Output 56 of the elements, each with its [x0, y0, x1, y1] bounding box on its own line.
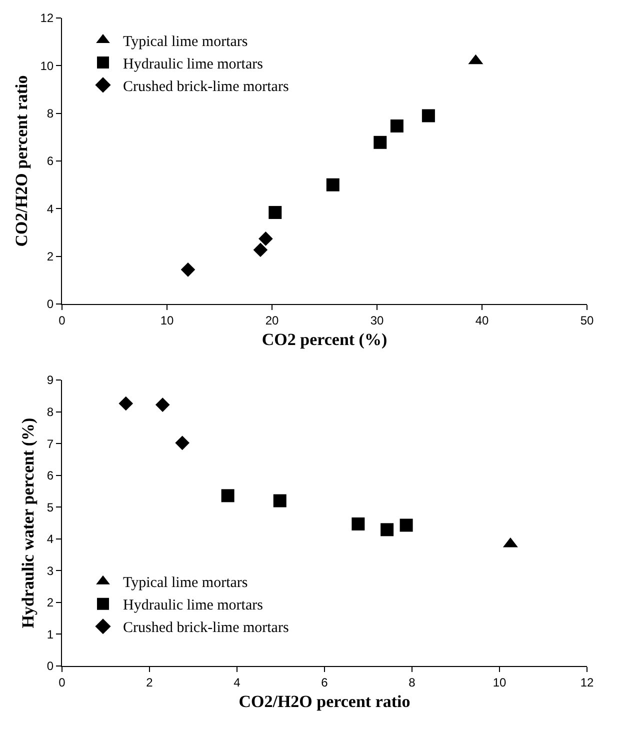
x-tick-label: 0: [58, 313, 66, 328]
y-tick-label: 4: [46, 532, 54, 546]
x-tick-label: 10: [492, 675, 506, 690]
x-tick-label: 50: [580, 313, 594, 328]
y-tick-label: 8: [46, 106, 54, 121]
x-tick-label: 2: [146, 675, 154, 690]
x-tick-label: 40: [475, 313, 489, 328]
y-tick-label: 9: [46, 373, 54, 388]
y-axis-title: Hydraulic water percent (%): [18, 418, 38, 628]
legend-label: Hydraulic lime mortars: [123, 56, 264, 72]
y-tick-label: 0: [46, 659, 54, 674]
y-tick-label: 12: [40, 11, 54, 26]
y-tick-label: 6: [46, 154, 54, 168]
legend-label: Typical lime mortars: [123, 575, 248, 592]
x-tick-label: 4: [234, 675, 241, 690]
y-tick-label: 6: [46, 468, 54, 483]
point: [352, 517, 365, 530]
point: [400, 518, 413, 532]
legend-label: Crushed brick-lime mortars: [123, 78, 289, 95]
x-tick-label: 12: [580, 675, 594, 690]
x-axis-title: CO2/H2O percent ratio: [238, 692, 410, 711]
legend-label: Typical lime mortars: [123, 34, 248, 50]
x-tick-label: 0: [58, 675, 66, 690]
y-tick-label: 5: [46, 500, 54, 514]
x-tick-label: 8: [408, 675, 416, 690]
x-axis-title: CO2 percent (%): [262, 330, 388, 349]
y-tick-label: 0: [46, 297, 54, 312]
legend-label: Hydraulic lime mortars: [123, 598, 264, 614]
x-tick-label: 6: [321, 675, 328, 690]
y-tick-label: 3: [46, 564, 54, 578]
point: [221, 489, 234, 502]
point: [390, 119, 404, 132]
point: [273, 494, 286, 508]
point: [118, 396, 134, 411]
point: [268, 206, 282, 219]
y-axis-title: CO2/H2O percent ratio: [12, 75, 31, 247]
x-tick-label: 10: [160, 313, 174, 328]
point: [155, 398, 170, 412]
y-tick-label: 8: [46, 404, 54, 419]
y-tick-label: 2: [46, 596, 54, 610]
y-tick-label: 7: [46, 436, 54, 451]
x-tick-label: 20: [265, 313, 279, 328]
point: [374, 136, 387, 149]
point: [422, 109, 435, 122]
y-tick-label: 2: [46, 250, 54, 264]
legend-label: Crushed brick-lime mortars: [123, 620, 289, 636]
y-tick-label: 10: [40, 58, 54, 73]
point: [253, 242, 268, 258]
point: [180, 262, 196, 277]
y-tick-label: 1: [46, 627, 54, 642]
point: [380, 523, 394, 536]
point: [326, 178, 340, 192]
y-tick-label: 4: [46, 202, 54, 216]
x-tick-label: 30: [370, 313, 384, 328]
point: [258, 232, 273, 246]
point: [175, 436, 190, 450]
